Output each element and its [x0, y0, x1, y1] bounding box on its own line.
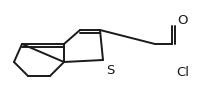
Text: S: S [106, 64, 114, 76]
Text: O: O [178, 13, 188, 26]
Text: Cl: Cl [176, 65, 189, 78]
